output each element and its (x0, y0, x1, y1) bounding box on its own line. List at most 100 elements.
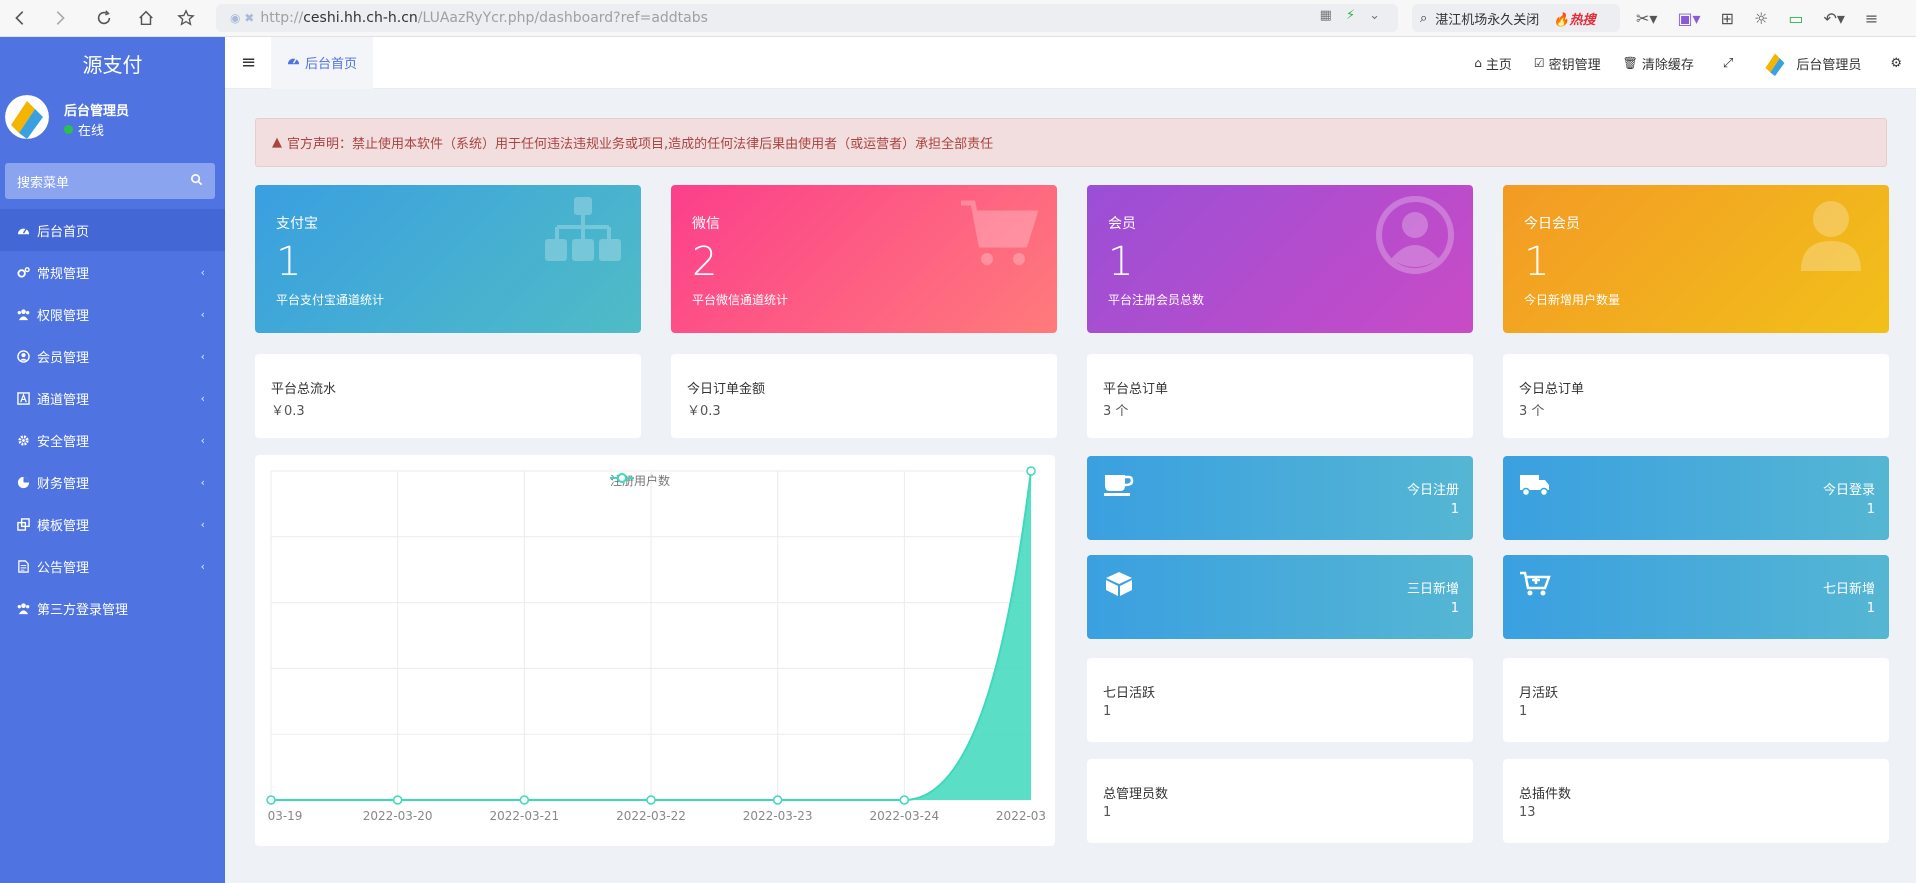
stat-desc: 平台注册会员总数 (1108, 293, 1205, 307)
series-line (270, 470, 1032, 801)
secret-key-label: 密钥管理 (1548, 57, 1601, 73)
sidebar-item-template[interactable]: 模板管理 ‹ (0, 503, 225, 545)
url-path: /LUAazRyYcr.php/dashboard?ref=addtabs (417, 10, 708, 26)
site-info-icon[interactable]: ◉ ✖ (230, 11, 255, 25)
browser-search-box[interactable]: ⌕ 湛江机场永久关闭 🔥热搜 (1412, 4, 1620, 32)
chart-legend[interactable]: 注册用户数 (610, 472, 670, 489)
hamburger-icon[interactable]: ≡ (241, 52, 257, 73)
total-card-revenue: 平台总流水 ￥0.3 (255, 354, 641, 438)
data-point (646, 795, 656, 805)
stat-value: 1 (1524, 239, 1550, 285)
x-tick-label: 03-19 (268, 809, 303, 823)
brand-title[interactable]: 源支付 (82, 52, 143, 77)
stat-title: 会员 (1108, 216, 1136, 232)
home-link-label: 主页 (1485, 57, 1512, 73)
reload-icon[interactable] (88, 3, 120, 33)
admin-user-label: 后台管理员 (1796, 57, 1862, 73)
avatar (1762, 50, 1789, 76)
apps-grid-icon[interactable]: ⊞ (1720, 9, 1734, 28)
sidebar-item-finance[interactable]: 财务管理 ‹ (0, 461, 225, 503)
forward-icon[interactable] (44, 3, 76, 33)
x-tick-label: 2022-03 (996, 809, 1046, 823)
cogs-icon (17, 266, 30, 279)
cart-icon (961, 200, 1039, 265)
online-dot-icon (64, 125, 73, 134)
clear-cache-label: 清除缓存 (1641, 57, 1694, 73)
sidebar-item-security[interactable]: 安全管理 ‹ (0, 419, 225, 461)
sidebar-item-permission[interactable]: 权限管理 ‹ (0, 293, 225, 335)
x-tick-label: 2022-03-20 (363, 809, 433, 823)
group-icon (17, 308, 30, 321)
home-link[interactable]: ⌂ 主页 (1463, 54, 1523, 73)
secret-key-link[interactable]: ☑ 密钥管理 (1523, 54, 1612, 73)
undo-icon[interactable]: ↶▾ (1823, 9, 1845, 28)
data-point (519, 795, 530, 805)
sidebar-item-member[interactable]: 会员管理 ‹ (0, 335, 225, 377)
sidebar-item-announcement[interactable]: 公告管理 ‹ (0, 545, 225, 587)
home-icon[interactable] (130, 3, 162, 33)
sidebar-item-label: 常规管理 (37, 266, 90, 282)
sidebar-item-general[interactable]: 常规管理 ‹ (0, 251, 225, 293)
fullscreen-icon: ⤢ (1722, 55, 1734, 71)
settings-button[interactable]: ⚙ (1872, 56, 1916, 71)
lightning-icon[interactable]: ⚡ (1345, 8, 1356, 23)
card-title: 今日订单金额 (687, 382, 766, 397)
sidebar-item-label: 公告管理 (37, 560, 90, 576)
admin-user-menu[interactable]: 后台管理员 (1751, 50, 1872, 76)
legend-marker-icon (610, 473, 634, 483)
dashboard-icon (287, 54, 300, 71)
card-value: 3 个 (1103, 404, 1129, 419)
font-box-icon (17, 391, 30, 405)
sidebar-item-channel[interactable]: 通道管理 ‹ (0, 377, 225, 419)
registration-chart: 03-19 2022-03-20 2022-03-21 2022-03-22 2022-… (255, 455, 1055, 846)
menu-icon[interactable]: ≡ (1864, 9, 1879, 28)
address-bar[interactable]: ◉ ✖ http://ceshi.hh.ch-h.cn/LUAazRyYcr.p… (216, 4, 1398, 32)
fullscreen-button[interactable]: ⤢ (1705, 56, 1751, 71)
mini-label: 七日新增 (1822, 582, 1875, 597)
search-icon[interactable] (190, 173, 203, 190)
tab-dashboard[interactable]: 后台首页 (271, 37, 374, 89)
data-point (266, 795, 276, 805)
scissors-icon[interactable]: ✂▾ (1636, 9, 1658, 28)
stat-card-members: 会员 1 平台注册会员总数 (1087, 185, 1473, 333)
home-icon: ⌂ (1474, 56, 1482, 70)
total-card-today-orders: 今日总订单 3 个 (1503, 354, 1889, 438)
stat-desc: 平台支付宝通道统计 (276, 293, 385, 307)
browser-toolbar: ◉ ✖ http://ceshi.hh.ch-h.cn/LUAazRyYcr.p… (0, 0, 1916, 37)
total-card-orders: 平台总订单 3 个 (1087, 354, 1473, 438)
mini-label: 三日新增 (1406, 582, 1459, 597)
chevron-left-icon: ‹ (200, 392, 205, 405)
card-value: 13 (1519, 805, 1536, 820)
qr-icon[interactable]: ▦ (1319, 8, 1332, 23)
translate-icon[interactable]: ▣▾ (1677, 9, 1701, 28)
brightness-icon[interactable]: ☼ (1754, 9, 1769, 28)
sidebar-item-label: 财务管理 (37, 476, 90, 492)
url-host: ceshi.hh.ch-h.cn (303, 10, 418, 26)
file-icon (17, 559, 30, 573)
chevron-left-icon: ‹ (200, 518, 205, 531)
card-value: 1 (1103, 704, 1112, 719)
avatar (5, 95, 49, 139)
chevron-down-icon[interactable]: ⌄ (1369, 8, 1380, 23)
battery-icon[interactable]: ▭ (1788, 9, 1804, 28)
mini-card-seven-day-new: 七日新增 1 (1503, 555, 1889, 639)
card-title: 平台总订单 (1103, 382, 1169, 397)
top-header: ≡ 后台首页 ⌂ 主页 ☑ 密钥管理 🗑 清除缓存 ⤢ (225, 37, 1916, 89)
back-icon[interactable] (4, 3, 36, 33)
hot-search-badge: 🔥热搜 (1553, 12, 1596, 28)
sidebar: 源支付 后台管理员 在线 搜索菜单 后台首页 常规管理 ‹ (0, 37, 225, 883)
stat-card-wechat: 微信 2 平台微信通道统计 (671, 185, 1057, 333)
stat-desc: 今日新增用户数量 (1524, 293, 1621, 307)
bottom-card-seven-day-active: 七日活跃 1 (1087, 658, 1473, 742)
sidebar-item-dashboard[interactable]: 后台首页 (0, 209, 225, 251)
total-card-today-amount: 今日订单金额 ￥0.3 (671, 354, 1057, 438)
menu-search-input[interactable]: 搜索菜单 (5, 163, 215, 199)
card-title: 七日活跃 (1103, 686, 1156, 701)
x-tick-label: 2022-03-22 (616, 809, 686, 823)
sidebar-menu: 后台首页 常规管理 ‹ 权限管理 ‹ 会员管理 ‹ 通道管理 ‹ 安全管理 ‹ (0, 209, 225, 629)
sidebar-item-third-party-login[interactable]: 第三方登录管理 (0, 587, 225, 629)
bookmark-star-icon[interactable] (170, 3, 202, 33)
menu-search-placeholder: 搜索菜单 (17, 175, 70, 191)
clear-cache-link[interactable]: 🗑 清除缓存 (1612, 54, 1705, 73)
trash-icon: 🗑 (1622, 56, 1638, 70)
